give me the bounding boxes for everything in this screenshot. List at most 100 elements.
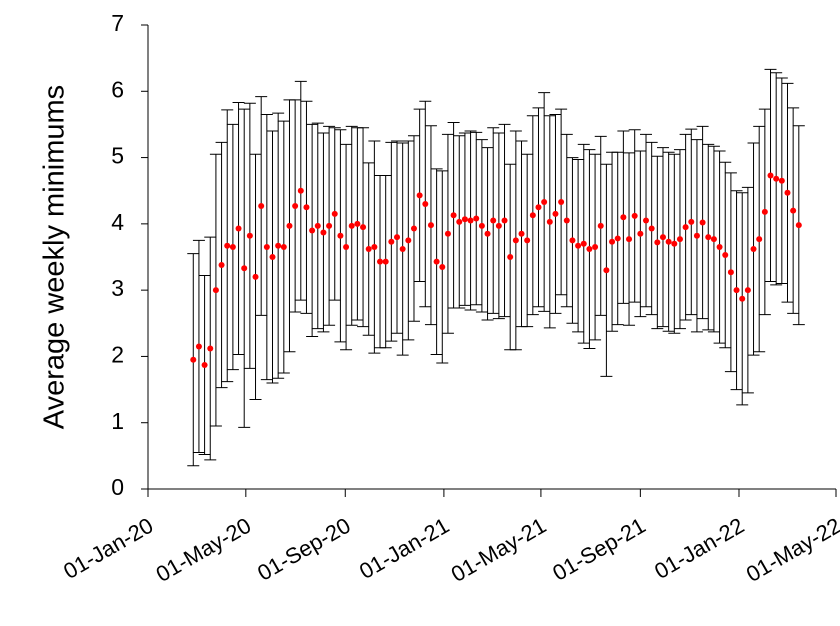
data-point — [399, 246, 406, 253]
data-point — [727, 269, 734, 276]
data-point — [693, 232, 700, 239]
data-point — [326, 222, 333, 229]
data-point — [309, 227, 316, 234]
data-point — [773, 175, 780, 182]
data-point — [512, 237, 519, 244]
data-point — [682, 224, 689, 231]
data-point — [343, 244, 350, 251]
data-point — [654, 239, 661, 246]
data-point — [292, 202, 299, 209]
data-point — [592, 244, 599, 251]
data-point — [756, 236, 763, 243]
data-point — [331, 210, 338, 217]
data-point — [314, 222, 321, 229]
data-point — [258, 202, 265, 209]
data-point — [614, 235, 621, 242]
y-axis-label: Average weekly minimums — [39, 85, 71, 429]
data-point — [569, 237, 576, 244]
data-point — [558, 198, 565, 205]
data-point — [643, 217, 650, 224]
data-point — [518, 230, 525, 237]
data-point — [427, 222, 434, 229]
data-point — [478, 222, 485, 229]
data-point — [456, 218, 463, 225]
data-point — [207, 345, 214, 352]
data-point — [410, 225, 417, 232]
data-point — [229, 244, 236, 251]
data-point — [597, 222, 604, 229]
data-point — [354, 220, 361, 227]
data-point — [648, 225, 655, 232]
data-point — [246, 232, 253, 239]
data-point — [320, 229, 327, 236]
data-point — [218, 261, 225, 268]
data-point — [252, 273, 259, 280]
y-tick-label: 1 — [111, 408, 124, 434]
x-tick-label: 01-May-22 — [742, 513, 840, 587]
data-point — [778, 177, 785, 184]
data-point — [212, 287, 219, 294]
data-point — [405, 237, 412, 244]
data-point — [303, 204, 310, 211]
data-point — [360, 224, 367, 231]
data-point — [235, 225, 242, 232]
data-point — [676, 236, 683, 243]
data-point — [631, 212, 638, 219]
data-point — [224, 242, 231, 249]
x-tick-label: 01-Jan-22 — [650, 513, 748, 584]
data-point — [337, 232, 344, 239]
data-point — [603, 267, 610, 274]
data-point — [275, 242, 282, 249]
data-point — [365, 246, 372, 253]
data-point — [269, 254, 276, 260]
data-point — [733, 287, 740, 294]
data-point — [371, 244, 378, 251]
y-tick-label: 7 — [111, 10, 124, 36]
data-point — [382, 258, 389, 265]
x-tick-label: 01-Sep-20 — [253, 513, 354, 586]
data-point — [586, 246, 593, 253]
data-point — [507, 254, 514, 260]
x-tick-label: 01-Jan-20 — [59, 513, 157, 584]
data-point — [750, 246, 757, 253]
data-point — [659, 234, 666, 241]
data-point — [637, 230, 644, 237]
data-point — [529, 212, 536, 219]
data-point — [241, 265, 248, 272]
data-point — [626, 236, 633, 243]
data-point — [484, 230, 491, 237]
data-point — [784, 189, 791, 196]
data-point — [620, 214, 627, 221]
data-point — [286, 222, 293, 229]
y-tick-label: 6 — [111, 76, 124, 102]
data-point — [467, 217, 474, 224]
data-point — [297, 187, 304, 194]
data-point — [671, 240, 678, 247]
y-tick-label: 5 — [111, 143, 124, 169]
y-tick-label: 3 — [111, 275, 124, 301]
data-point — [444, 230, 451, 237]
data-point — [795, 222, 802, 229]
data-point — [263, 244, 270, 251]
data-point — [665, 238, 672, 245]
data-point — [439, 263, 446, 270]
data-point — [552, 210, 559, 217]
y-tick-label: 4 — [111, 209, 124, 235]
x-tick-label: 01-May-20 — [152, 513, 256, 587]
data-point — [450, 212, 457, 219]
data-point — [722, 252, 729, 259]
data-point — [433, 258, 440, 265]
data-point — [688, 218, 695, 225]
data-point — [377, 258, 384, 265]
data-point — [767, 172, 774, 179]
data-point — [705, 234, 712, 241]
data-point — [280, 244, 287, 251]
y-tick-label: 0 — [111, 474, 124, 500]
data-point — [609, 238, 616, 245]
data-point — [501, 217, 508, 224]
data-point — [761, 208, 768, 215]
data-point — [416, 192, 423, 199]
data-point — [190, 356, 197, 363]
data-point — [473, 215, 480, 222]
